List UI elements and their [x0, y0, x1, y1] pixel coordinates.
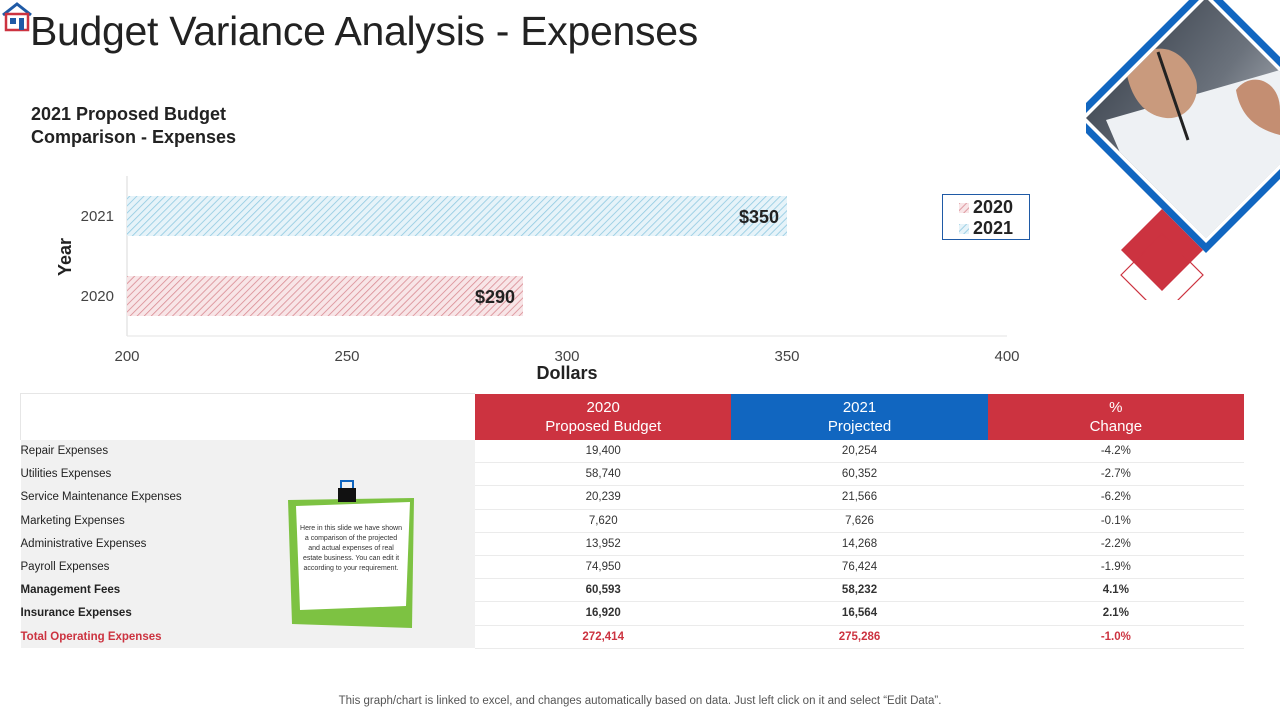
data-label-2020: $290 — [475, 287, 515, 307]
legend-label-2021: 2021 — [973, 218, 1014, 238]
x-axis-label: Dollars — [536, 363, 597, 383]
legend-swatch-2020 — [959, 202, 969, 213]
cell-2021: 16,564 — [731, 601, 988, 626]
cell-2021: 60,352 — [731, 462, 988, 487]
cell-change: -1.0% — [987, 625, 1244, 649]
header-2021-line1: 2021 — [842, 398, 877, 416]
row-label: Utilities Expenses — [20, 462, 476, 486]
x-tick-label: 350 — [774, 348, 799, 365]
x-tick-label: 400 — [994, 348, 1019, 365]
table-header-row: 2020 Proposed Budget 2021 Projected % Ch… — [20, 393, 1244, 440]
cell-2020: 58,740 — [475, 462, 732, 487]
chart-title-line-2: Comparison - Expenses — [31, 127, 237, 147]
cell-change: -1.9% — [987, 555, 1244, 580]
table-row: Administrative Expenses 13,952 14,268 -2.2% — [20, 532, 1244, 556]
sticky-note — [288, 480, 414, 628]
cell-2020: 272,414 — [475, 625, 732, 649]
cell-change: -4.2% — [987, 440, 1244, 464]
table-row: Marketing Expenses 7,620 7,626 -0.1% — [20, 509, 1244, 533]
cell-2020: 13,952 — [475, 532, 732, 556]
header-2020-line2: Proposed Budget — [545, 417, 662, 435]
cell-2020: 7,620 — [475, 509, 732, 533]
legend-label-2020: 2020 — [973, 197, 1014, 217]
header-change-line1: % — [1109, 398, 1123, 416]
table-row: Total Operating Expenses 272,414 275,286 -1… — [20, 625, 1244, 649]
cell-2021: 7,626 — [731, 509, 988, 533]
cell-change: -0.1% — [987, 509, 1244, 533]
chart-title-line-1: 2021 Proposed Budget — [31, 104, 227, 124]
header-2021: 2021 Projected — [731, 393, 988, 440]
hand-writing-photo — [1086, 0, 1280, 300]
y-tick-label-2020: 2020 — [81, 288, 114, 305]
row-label: Repair Expenses — [20, 440, 476, 463]
expenses-table: 2020 Proposed Budget 2021 Projected % Ch… — [20, 393, 1244, 649]
bar-2020[interactable] — [127, 276, 523, 316]
cell-2020: 74,950 — [475, 555, 732, 580]
header-2021-line2: Projected — [827, 417, 892, 435]
header-change: % Change — [987, 393, 1244, 440]
table-row: Service Maintenance Expenses 20,239 21,566… — [20, 485, 1244, 510]
cell-2021: 21,566 — [731, 485, 988, 510]
x-tick-label: 200 — [114, 348, 139, 365]
table-row: Repair Expenses 19,400 20,254 -4.2% — [20, 440, 1244, 464]
header-2020: 2020 Proposed Budget — [475, 393, 732, 440]
cell-change: -6.2% — [987, 485, 1244, 510]
binder-clip-icon — [338, 480, 356, 502]
bar-chart[interactable]: $350 2021 $290 2020 200 250 300 350 400 Dollars… — [0, 0, 1280, 390]
header-2020-line1: 2020 — [586, 398, 620, 416]
footer-note: This graph/chart is linked to excel, and… — [338, 695, 942, 707]
y-tick-label-2021: 2021 — [81, 208, 114, 225]
legend-item-2020: 2020 — [959, 197, 1029, 218]
note-text: Here in this slide we have shown a compa… — [300, 525, 402, 572]
y-axis-label: Year — [55, 238, 75, 276]
header-blank — [20, 393, 476, 440]
bar-2021[interactable] — [127, 196, 787, 236]
cell-change: 4.1% — [987, 578, 1244, 603]
table-row: Payroll Expenses 74,950 76,424 -1.9% — [20, 555, 1244, 580]
x-tick-label: 300 — [554, 348, 579, 365]
cell-change: -2.7% — [987, 462, 1244, 487]
legend-swatch-2021 — [959, 223, 969, 234]
chart-legend: 2020 2021 — [942, 194, 1030, 240]
x-tick-label: 250 — [334, 348, 359, 365]
header-change-line2: Change — [1089, 417, 1143, 435]
cell-change: -2.2% — [987, 532, 1244, 556]
cell-2021: 58,232 — [731, 578, 988, 603]
chart-title: 2021 Proposed Budget Comparison - Expens… — [31, 103, 291, 149]
table-row: Insurance Expenses 16,920 16,564 2.1% — [20, 601, 1244, 626]
cell-change: 2.1% — [987, 601, 1244, 626]
cell-2021: 14,268 — [731, 532, 988, 556]
cell-2020: 16,920 — [475, 601, 732, 626]
cell-2021: 76,424 — [731, 555, 988, 580]
house-logo-icon — [2, 2, 32, 32]
page-title: Budget Variance Analysis - Expenses — [30, 8, 698, 54]
data-label-2021: $350 — [739, 207, 779, 227]
legend-item-2021: 2021 — [959, 218, 1029, 239]
cell-2021: 20,254 — [731, 440, 988, 464]
row-label: Total Operating Expenses — [20, 625, 476, 649]
cell-2020: 60,593 — [475, 578, 732, 603]
cell-2020: 20,239 — [475, 485, 732, 510]
cell-2021: 275,286 — [731, 625, 988, 649]
table-row: Management Fees 60,593 58,232 4.1% — [20, 578, 1244, 603]
cell-2020: 19,400 — [475, 440, 732, 464]
table-row: Utilities Expenses 58,740 60,352 -2.7% — [20, 462, 1244, 487]
